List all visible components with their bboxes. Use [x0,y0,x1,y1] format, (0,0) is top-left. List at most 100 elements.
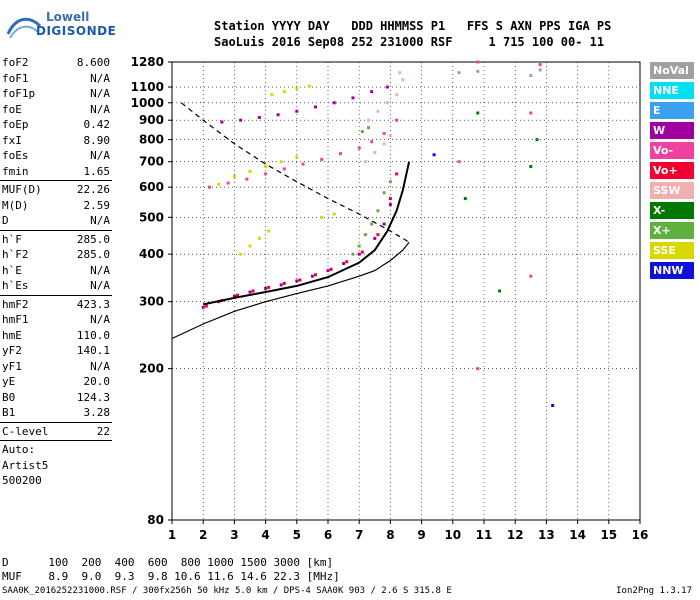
x-tick-label: 13 [538,528,555,542]
data-point [239,118,243,122]
data-point [220,120,224,124]
param-row: yF1 N/A [0,359,112,375]
param-value: 124.3 [76,390,110,404]
profile-dashed-curve [181,102,410,243]
data-point [367,118,371,122]
data-point [251,289,255,293]
data-point [476,69,480,73]
data-point [373,236,377,240]
data-point [295,279,299,283]
param-value: N/A [90,149,110,162]
param-row: yE 20.0 [0,374,112,390]
param-label: h`F [2,232,22,246]
data-point [264,286,268,290]
plot-frame [171,61,641,521]
param-row: MUF(D) 22.26 [0,182,112,198]
data-point [370,90,374,94]
data-point [395,93,399,97]
x-tick-label: 6 [324,528,332,542]
distance-row: D 100 200 400 600 800 1000 1500 3000 [km… [2,556,334,569]
data-point [370,140,374,144]
y-tick-label: 1100 [131,80,164,94]
data-point [276,113,280,117]
data-point [388,180,392,184]
param-value: N/A [90,214,110,227]
x-tick-label: 3 [230,528,238,542]
logo-lowell-text: Lowell [46,10,90,24]
param-value: 285.0 [76,248,110,261]
param-label: MUF(D) [2,183,42,196]
data-point [264,172,268,176]
data-point [232,175,236,178]
legend-item: Vo- [650,142,694,159]
data-point [388,203,392,207]
param-value: 2.59 [83,198,111,212]
true-height-profile [171,241,410,340]
param-value: N/A [90,71,110,85]
y-tick-label: 600 [139,180,164,194]
param-label: M(D) [2,198,29,212]
data-point [351,96,355,100]
param-value: N/A [90,263,110,277]
data-point [307,84,311,88]
data-point [476,111,480,115]
param-row: h`Es N/A [0,278,112,294]
data-point [320,157,324,161]
data-point [382,222,386,226]
legend-item: NNW [650,262,694,279]
x-tick-label: 4 [261,528,269,542]
data-point [314,273,318,277]
data-point [226,181,230,185]
data-point [217,182,221,186]
param-label: hmF1 [2,313,29,326]
param-divider [0,294,112,296]
data-point [201,305,205,309]
x-tick-label: 1 [168,528,176,542]
logo-digisonde-text: DIGISONDE [36,24,117,38]
param-value: N/A [90,87,110,100]
y-tick-label: 700 [139,155,164,169]
param-label: hmF2 [2,297,29,311]
param-row: D N/A [0,213,112,229]
x-tick-label: 10 [444,528,461,542]
param-label: yF1 [2,359,22,373]
param-label: h`Es [2,279,29,292]
y-tick-label: 500 [139,210,164,224]
data-point [207,185,211,189]
legend-item: SSE [650,242,694,259]
data-point [385,101,389,105]
data-point [457,71,461,75]
data-point [395,172,399,176]
data-point [342,261,346,265]
trace-fit-curve [202,161,411,306]
param-row: fxI 8.90 [0,133,112,149]
data-point [310,274,314,278]
legend-item: Vo+ [650,162,694,179]
data-point [376,109,380,113]
muf-row: MUF 8.9 9.0 9.3 9.8 10.6 11.6 14.6 22.3 … [2,570,340,583]
y-tick-label: 800 [139,133,164,147]
param-row: B0 124.3 [0,390,112,406]
legend-item: E [650,102,694,119]
data-point [538,63,542,67]
param-row: foF1p N/A [0,86,112,102]
data-point [232,294,236,298]
param-row: foEp 0.42 [0,117,112,133]
data-point [395,118,399,122]
data-point [363,160,367,164]
data-point [529,164,533,168]
y-tick-label: 1000 [131,96,164,110]
param-label: D [2,214,9,227]
data-point [351,252,355,256]
param-row: B1 3.28 [0,405,112,421]
param-value: 22 [96,424,110,438]
data-point [295,109,299,113]
data-point [463,197,467,201]
data-point [332,101,336,105]
data-point [376,209,380,213]
param-value: 140.1 [76,344,110,357]
data-point [204,304,208,308]
data-point [538,68,542,72]
param-divider [0,229,112,231]
param-value: 285.0 [76,232,110,246]
